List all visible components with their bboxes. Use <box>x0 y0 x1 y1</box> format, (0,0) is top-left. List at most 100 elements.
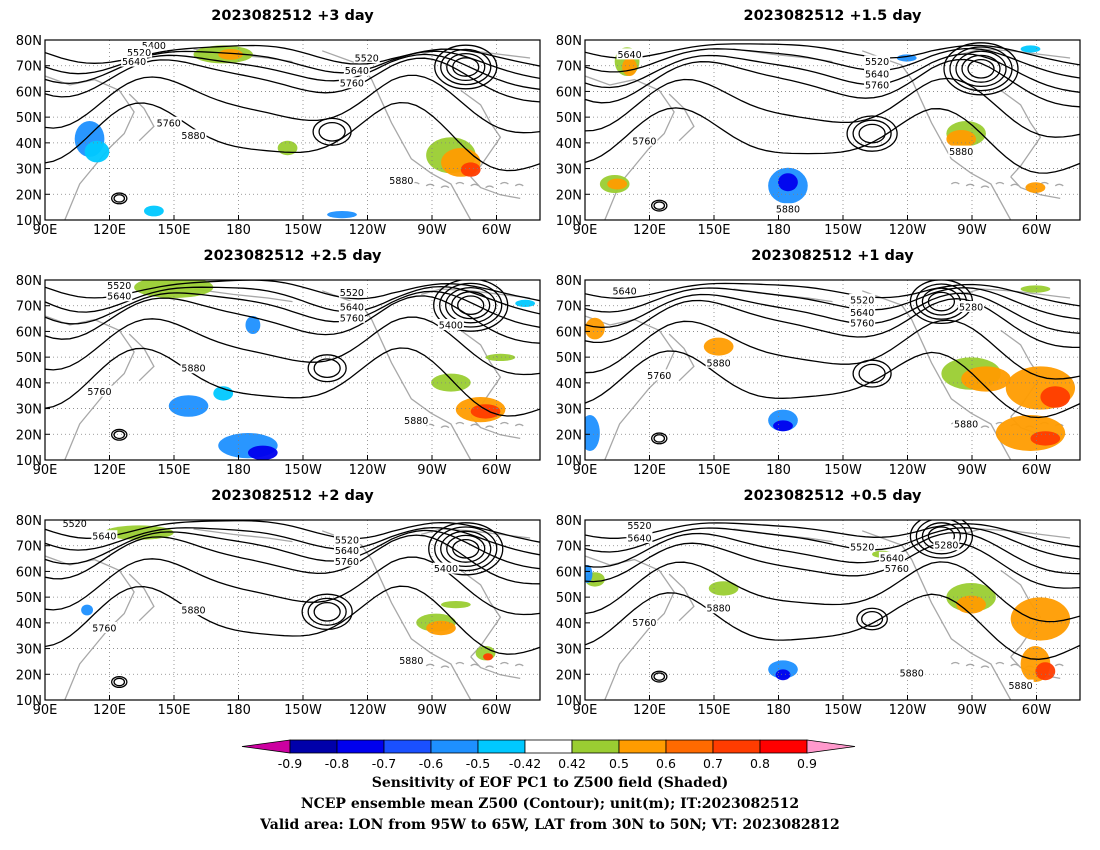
contour-ring <box>651 199 668 212</box>
map-panel-2: 2023082512 +1.5 day564055205640576057605… <box>556 8 1081 238</box>
sensitivity-patch <box>778 173 798 192</box>
contour-label-bg <box>705 356 732 368</box>
y-tick-label: 60N <box>16 565 42 580</box>
coastline-segment <box>193 528 293 543</box>
axis-ticks: 90E 120E 150E 180 150W 120W 90W 60W 10N 20N 30N 40N… <box>16 34 512 238</box>
contour-label: 5640 <box>865 70 889 81</box>
z500-contours <box>585 42 1080 212</box>
contour-line <box>585 47 1080 79</box>
colorbar-extend-low <box>241 739 291 754</box>
contour-label: 5880 <box>900 669 924 680</box>
y-tick-label: 60N <box>16 85 42 100</box>
y-tick-label: 60N <box>556 325 582 340</box>
x-tick-label: 90W <box>957 703 987 718</box>
coastline-segment <box>950 661 960 665</box>
x-tick-label: 120W <box>889 463 927 478</box>
y-tick-label: 60N <box>16 325 42 340</box>
y-tick-label: 50N <box>556 351 582 366</box>
contour-label: 5880 <box>1009 681 1033 692</box>
y-tick-label: 10N <box>556 694 582 709</box>
contour-label-bg <box>864 55 891 67</box>
sensitivity-patch <box>585 565 593 583</box>
contour-ring <box>111 675 128 689</box>
contour-line <box>585 77 1080 138</box>
contour-ring <box>852 359 892 388</box>
contour-label-bg <box>338 77 365 89</box>
map-panel-4: 2023082512 +1 day56405520564057605280588… <box>556 248 1081 478</box>
sensitivity-patch <box>961 366 1011 392</box>
contour-label: 5640 <box>335 546 359 557</box>
contour-ring <box>446 534 486 563</box>
contour-label-bg <box>388 174 415 186</box>
colorbar-label: -0.42 <box>509 756 541 771</box>
contour-label: 5760 <box>87 387 111 398</box>
coastline-segment <box>440 665 450 669</box>
contour-ring <box>846 115 898 152</box>
coastline-segment <box>995 181 1005 185</box>
y-tick-label: 80N <box>16 274 42 289</box>
contour-ring <box>445 286 497 324</box>
contour-line <box>585 43 1080 66</box>
contour-ring <box>111 192 128 205</box>
contour-ring <box>651 432 668 445</box>
sensitivity-patch <box>1010 597 1071 641</box>
sensitivity-patch <box>277 140 298 156</box>
coastline-segment <box>460 569 502 658</box>
contour-label: 5280 <box>959 303 983 314</box>
x-tick-label: 150E <box>697 223 730 238</box>
colorbar-label: -0.6 <box>419 756 443 771</box>
contour-ring <box>113 194 126 203</box>
caption-line-1: Sensitivity of EOF PC1 to Z500 field (Sh… <box>371 775 729 791</box>
axis-ticks: 90E 120E 150E 180 150W 120W 90W 60W 10N 20N 30N 40N… <box>556 274 1052 478</box>
coastline-segment <box>485 665 494 669</box>
contour-line <box>585 292 1080 334</box>
contour-ring <box>852 119 892 148</box>
x-tick-label: 60W <box>1022 463 1052 478</box>
contour-label: 5880 <box>181 131 205 142</box>
contour-label: 5400 <box>142 41 166 52</box>
contour-line <box>585 282 1080 307</box>
x-tick-label: 120E <box>633 463 666 478</box>
contour-label-bg <box>398 654 425 666</box>
colorbar-label: -0.7 <box>372 756 396 771</box>
contour-label: 5400 <box>439 321 463 332</box>
x-tick-label: 150W <box>824 703 862 718</box>
colorbar-segment <box>383 739 432 754</box>
contour-label: 5880 <box>707 604 731 615</box>
sensitivity-patch <box>327 211 357 219</box>
contour-label: 5640 <box>613 286 637 297</box>
contour-label-bg <box>338 286 365 298</box>
panel-title: 2023082512 +1.5 day <box>744 8 923 24</box>
contour-label: 5280 <box>934 541 958 552</box>
colorbar-segment <box>430 739 479 754</box>
contour-line <box>45 534 540 585</box>
contour-line <box>585 319 1080 380</box>
contour-label: 5880 <box>181 364 205 375</box>
sensitivity-patch <box>956 595 986 614</box>
contour-ring <box>440 48 492 86</box>
coastline-segment <box>961 48 1071 59</box>
contour-line <box>45 529 540 570</box>
y-tick-label: 40N <box>556 377 582 392</box>
map-frame <box>584 39 1081 221</box>
y-tick-label: 80N <box>556 274 582 289</box>
contour-label: 5760 <box>885 564 909 575</box>
z500-contours <box>585 520 1080 683</box>
contour-label: 5520 <box>335 535 359 546</box>
contour-label: 5520 <box>865 57 889 68</box>
contour-label-bg <box>646 369 673 381</box>
contour-label-bg <box>333 555 360 567</box>
map-frame <box>44 279 541 461</box>
map-frame <box>584 279 1081 461</box>
y-tick-label: 80N <box>556 34 582 49</box>
contour-label: 5400 <box>434 564 458 575</box>
colorbar-label: 0.7 <box>703 756 723 771</box>
contour-label: 5880 <box>776 205 800 216</box>
contour-label: 5520 <box>340 288 364 299</box>
contour-ring <box>909 520 974 559</box>
contour-label: 5520 <box>355 54 379 65</box>
coastline-segment <box>668 93 695 142</box>
y-tick-label: 70N <box>556 60 582 75</box>
